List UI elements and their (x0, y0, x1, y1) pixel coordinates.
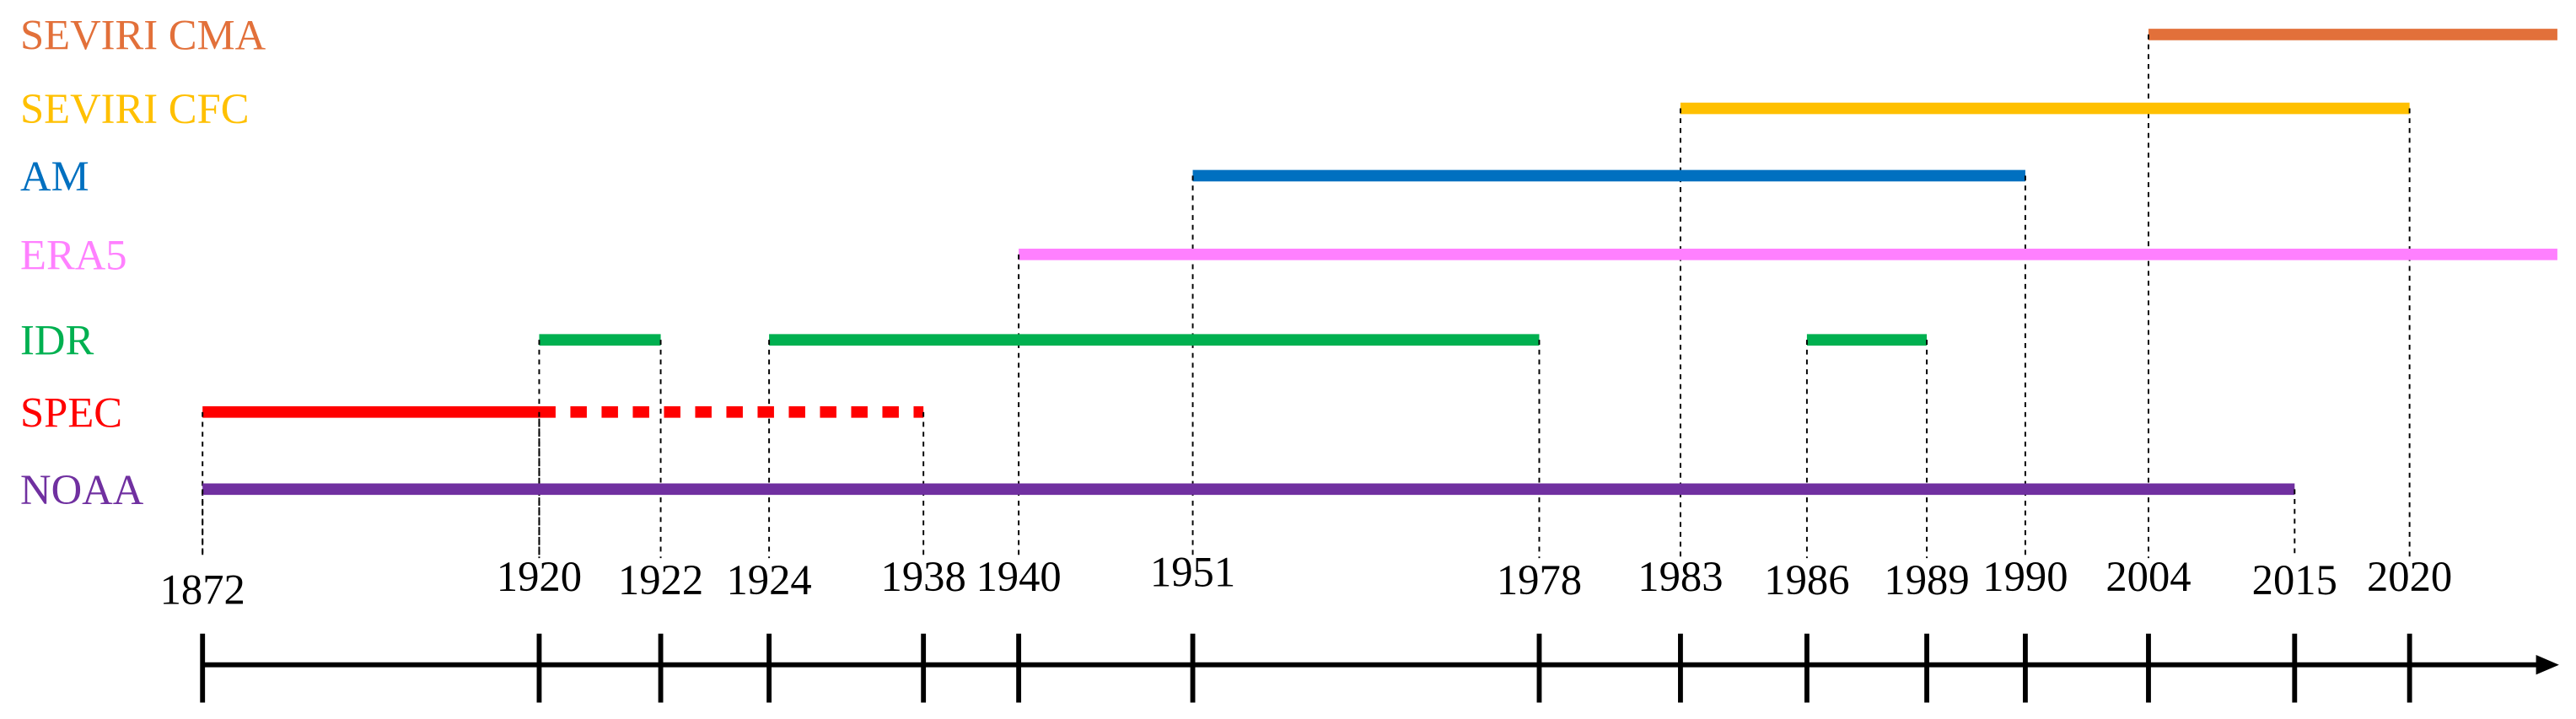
x-tick-label: 1989 (1884, 556, 1969, 604)
x-tick-label: 1940 (976, 553, 1061, 600)
legend-label: IDR (20, 317, 94, 364)
x-tick-label: 1920 (497, 553, 582, 600)
legend-label: SEVIRI CMA (20, 11, 266, 58)
legend-label: AM (20, 153, 89, 200)
legend-label: SEVIRI CFC (20, 85, 249, 132)
x-tick-label: 1872 (160, 566, 245, 614)
x-tick-label: 1978 (1497, 556, 1582, 604)
x-tick-label: 1983 (1638, 553, 1723, 600)
x-tick-label: 1951 (1150, 548, 1235, 595)
x-tick-label: 2020 (2367, 553, 2452, 600)
x-tick-label: 1990 (1982, 553, 2068, 600)
x-tick-label: 1986 (1764, 556, 1849, 604)
x-tick-label: 1938 (881, 553, 966, 600)
x-tick-label: 1924 (726, 556, 811, 604)
x-tick-label: 1922 (618, 556, 703, 604)
legend-label: ERA5 (20, 231, 127, 278)
axis-arrow (2536, 655, 2559, 675)
legend-label: NOAA (20, 466, 144, 513)
legend-label: SPEC (20, 389, 122, 436)
x-tick-label: 2004 (2105, 553, 2191, 600)
x-tick-label: 2015 (2252, 556, 2337, 604)
